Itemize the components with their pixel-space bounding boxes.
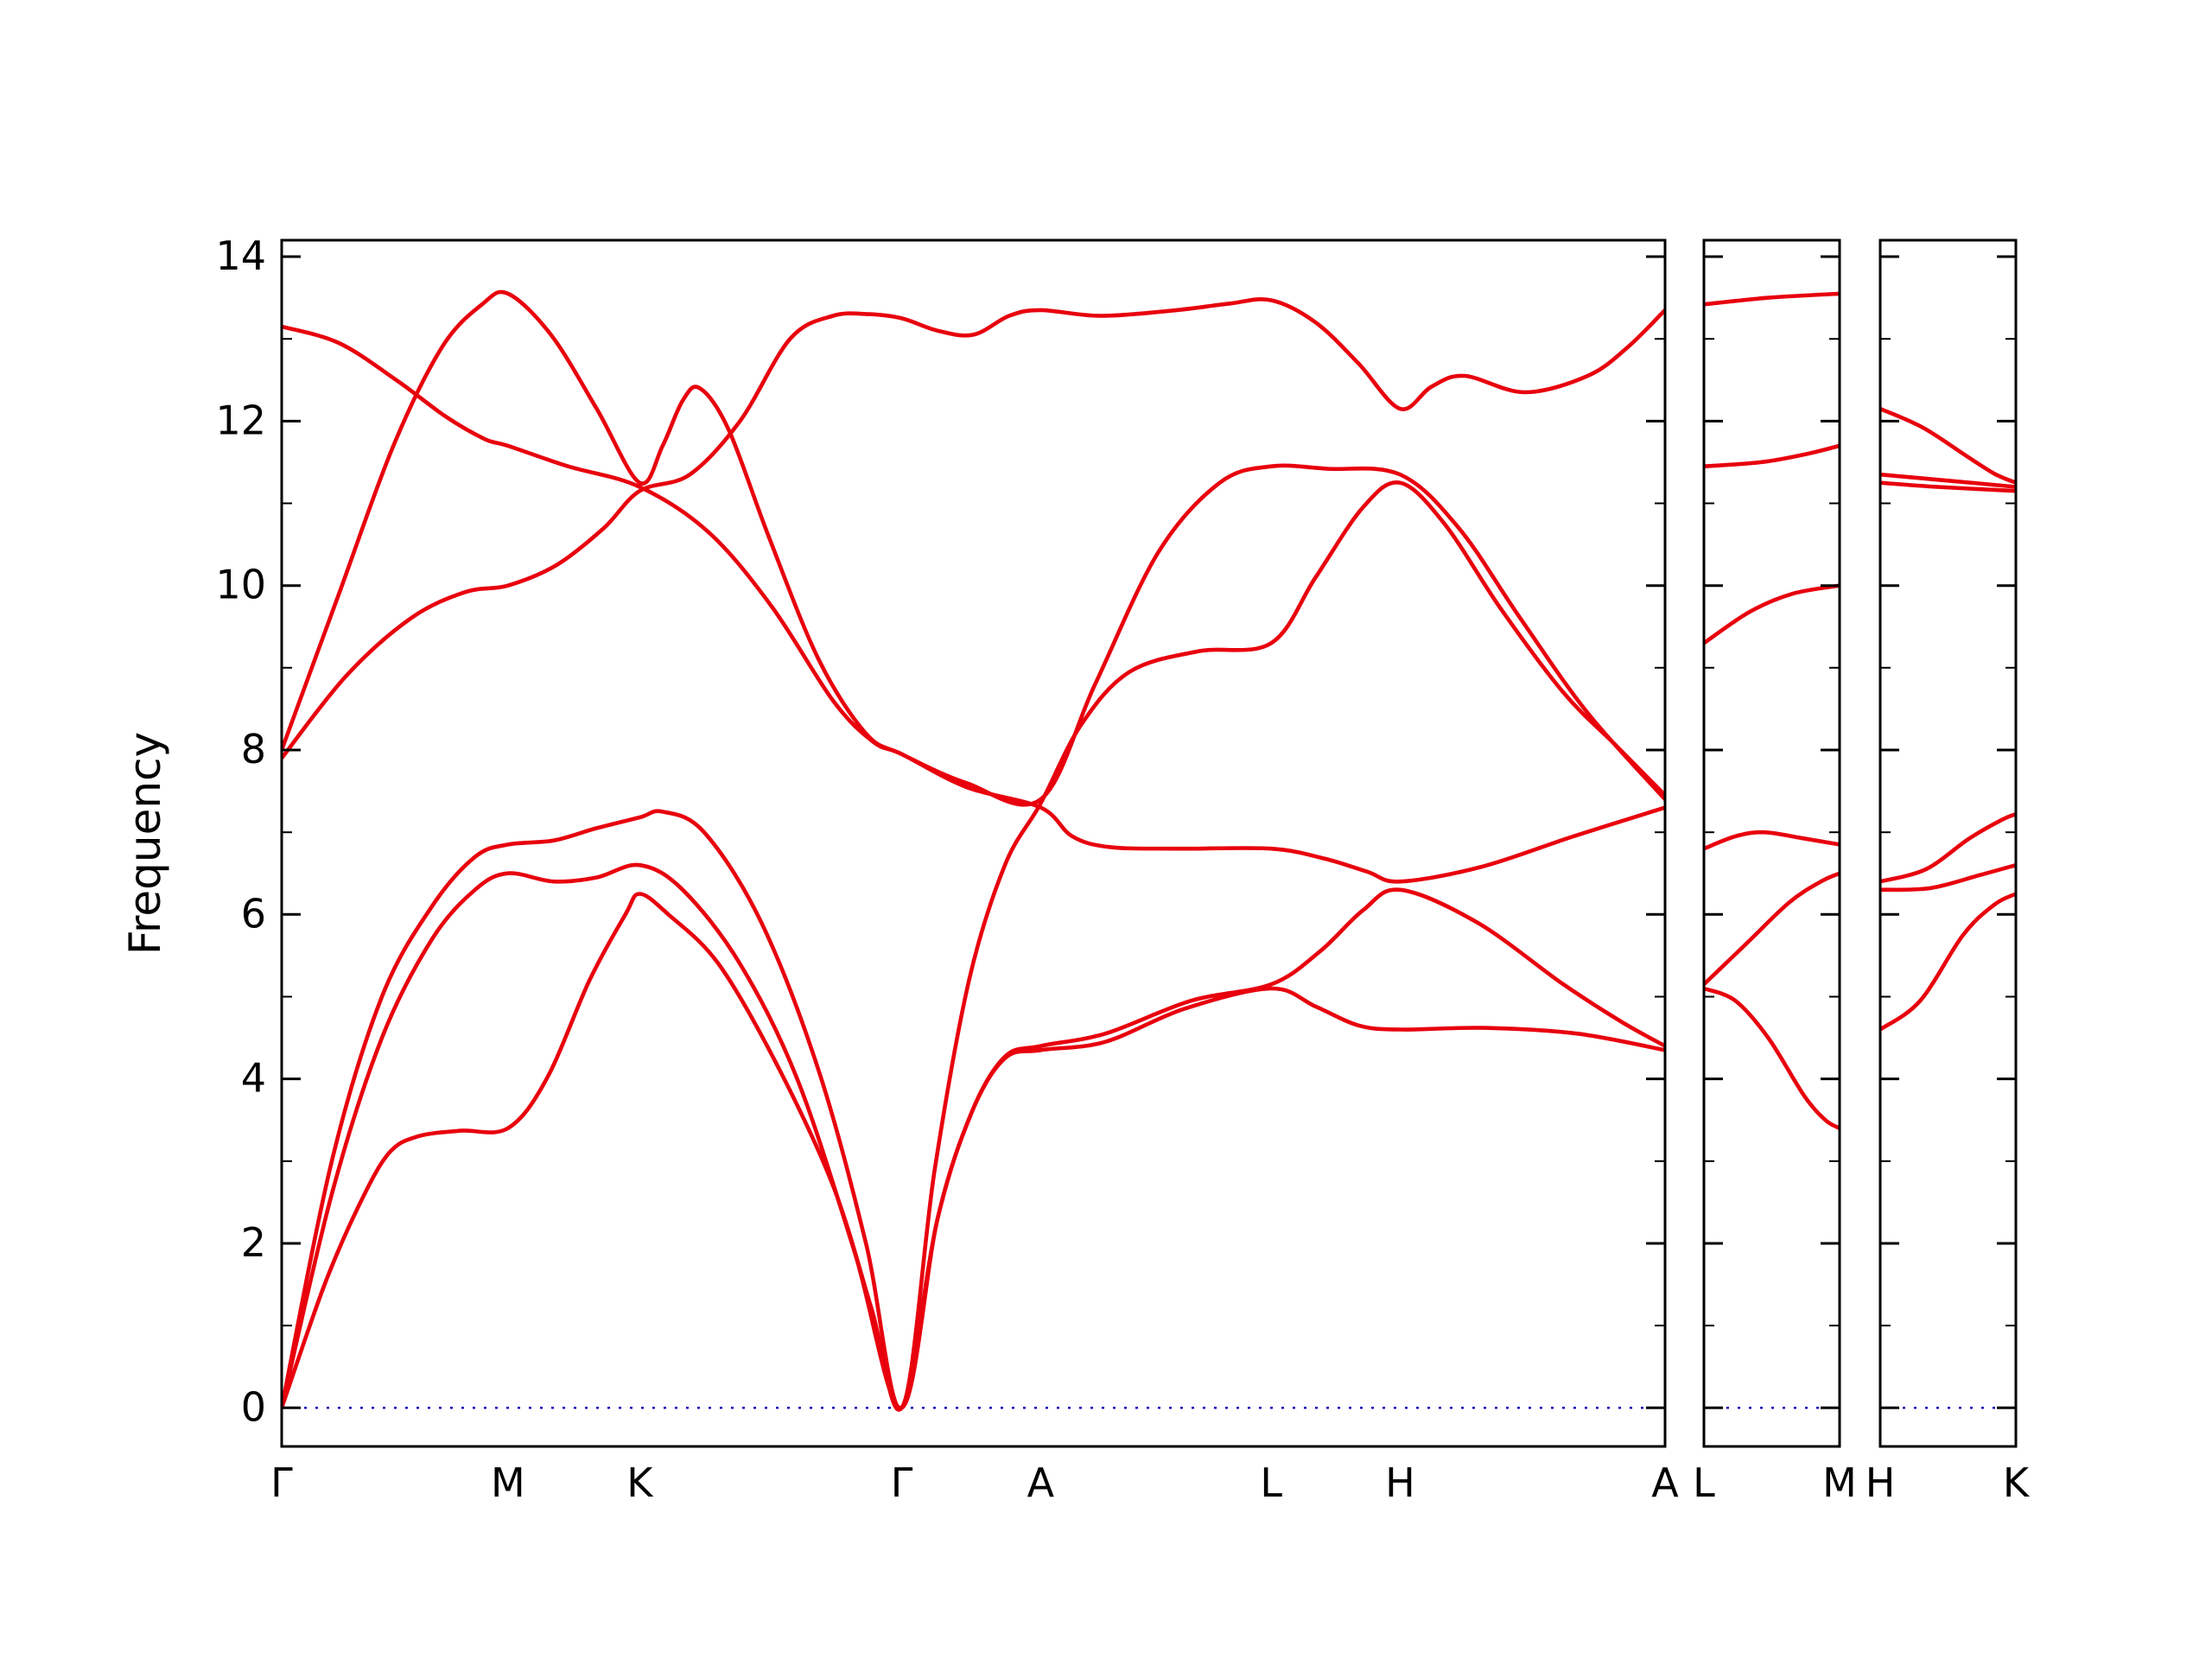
x-tick-label: K	[626, 1459, 654, 1506]
axis-frame	[280, 238, 1667, 1448]
band-curve-6	[282, 324, 1665, 884]
y-tick-label: 10	[215, 562, 266, 608]
band-curve-2	[1704, 871, 1840, 987]
x-tick-label: M	[1822, 1459, 1857, 1506]
band-curve-5	[1880, 472, 2016, 489]
x-tick-label: Γ	[891, 1459, 913, 1506]
band-curve-3	[1704, 830, 1840, 851]
y-axis-title: Frequency	[120, 732, 170, 955]
band-curve-4	[1704, 583, 1840, 645]
band-curve-4	[282, 296, 1665, 760]
x-tick-label: H	[1385, 1459, 1415, 1506]
band-curve-2	[1880, 862, 2016, 893]
x-tick-label: H	[1866, 1459, 1896, 1506]
x-tick-label: M	[491, 1459, 525, 1506]
x-tick-label: K	[2003, 1459, 2031, 1506]
y-tick-label: 6	[241, 890, 266, 937]
y-tick-label: 2	[241, 1219, 266, 1266]
x-tick-label: Γ	[270, 1459, 293, 1506]
band-curve-6	[1704, 291, 1840, 307]
x-tick-label: A	[1027, 1459, 1055, 1506]
band-curve-4	[1880, 480, 2016, 493]
band-curve-6	[1880, 406, 2016, 485]
band-curve-1	[282, 892, 1665, 1412]
y-tick-label: 4	[241, 1055, 266, 1102]
y-tick-label: 8	[241, 726, 266, 772]
axis-frame	[1702, 238, 1841, 1448]
band-curve-5	[1704, 443, 1840, 468]
band-curve-5	[282, 289, 1665, 807]
x-tick-label: L	[1260, 1459, 1282, 1506]
band-curve-1	[1880, 892, 2016, 1032]
band-curve-3	[1880, 811, 2016, 884]
x-tick-label: A	[1651, 1459, 1679, 1506]
y-tick-label: 14	[215, 232, 266, 279]
band-curve-2	[282, 862, 1665, 1410]
main-panel: 0 2 4 6 8 10 12 14 Γ M K Γ A L H A	[215, 232, 1679, 1506]
y-tick-label: 0	[241, 1383, 266, 1430]
axis-frame	[1878, 238, 2018, 1448]
band-curve-1	[1704, 986, 1840, 1130]
y-tick-label: 12	[215, 397, 266, 443]
x-tick-label: L	[1693, 1459, 1715, 1506]
band-curve-3	[282, 480, 1665, 1411]
